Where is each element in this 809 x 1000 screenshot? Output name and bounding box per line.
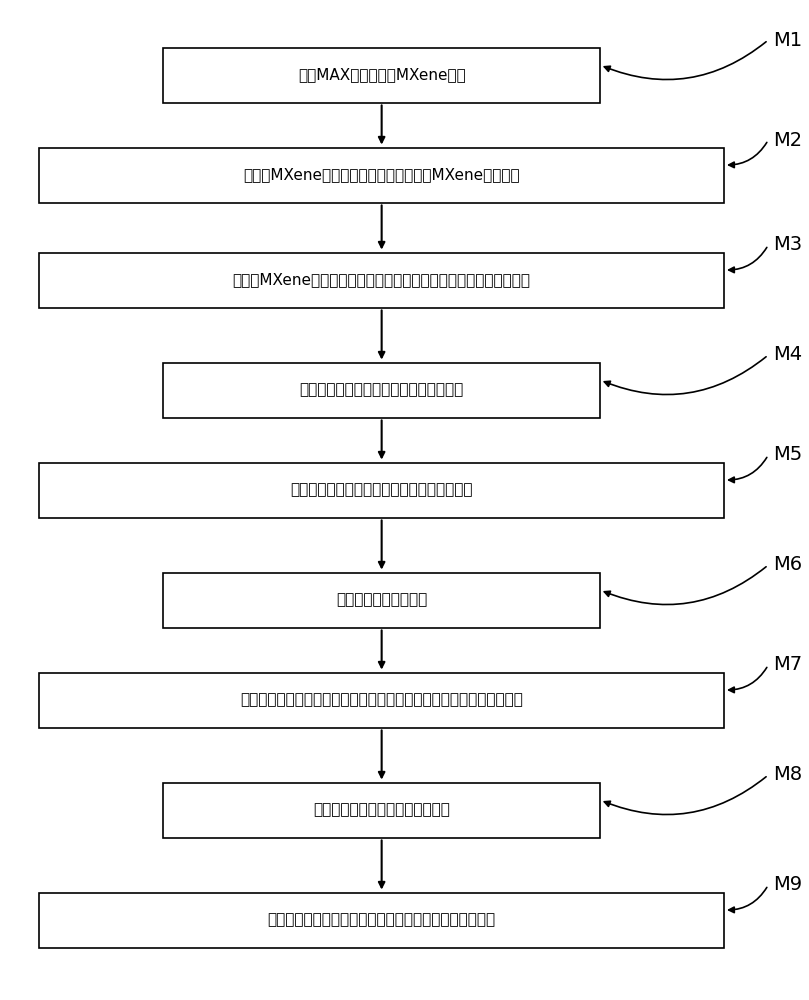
FancyBboxPatch shape: [163, 572, 600, 628]
Text: M3: M3: [773, 235, 803, 254]
FancyBboxPatch shape: [39, 892, 724, 948]
Text: 去除基底得到弹性电极: 去除基底得到弹性电极: [336, 592, 427, 607]
FancyBboxPatch shape: [39, 462, 724, 518]
Text: M5: M5: [773, 446, 803, 464]
Text: 在基底上涂覆弹性电极支撑层，并图形化: 在基底上涂覆弹性电极支撑层，并图形化: [299, 382, 464, 397]
FancyBboxPatch shape: [163, 47, 600, 103]
Text: 浇铸弹性聚合物并固化，完成所述弹性应变传感器的封装: 浇铸弹性聚合物并固化，完成所述弹性应变传感器的封装: [268, 912, 496, 928]
Text: M8: M8: [773, 766, 803, 784]
Text: 浇铸弹性聚合物制备弹性衬底，将所述弹性电极转移至所述弹性衬底上: 浇铸弹性聚合物制备弹性衬底，将所述弹性电极转移至所述弹性衬底上: [240, 692, 523, 708]
Text: M2: M2: [773, 130, 803, 149]
Text: 刻蚀MAX相材料得到MXene材料: 刻蚀MAX相材料得到MXene材料: [298, 68, 465, 83]
Text: M7: M7: [773, 656, 803, 674]
Text: 在所述MXene材料中添加导电材料，得到MXene复合材料: 在所述MXene材料中添加导电材料，得到MXene复合材料: [244, 167, 520, 182]
FancyBboxPatch shape: [39, 252, 724, 308]
Text: 在所述支持层上利用剥离工艺制备电极导电层: 在所述支持层上利用剥离工艺制备电极导电层: [290, 483, 473, 497]
Text: M9: M9: [773, 876, 803, 894]
FancyBboxPatch shape: [163, 362, 600, 418]
Text: M1: M1: [773, 30, 803, 49]
Text: 将所述敏感层置于所述弹性电极上: 将所述敏感层置于所述弹性电极上: [313, 802, 450, 818]
FancyBboxPatch shape: [39, 147, 724, 202]
FancyBboxPatch shape: [39, 672, 724, 728]
Text: M4: M4: [773, 346, 803, 364]
FancyBboxPatch shape: [163, 782, 600, 838]
Text: 将所述MXene复合材料修饰到支撑材料上，形成应变传感器的敏感层: 将所述MXene复合材料修饰到支撑材料上，形成应变传感器的敏感层: [233, 272, 531, 288]
Text: M6: M6: [773, 556, 803, 574]
